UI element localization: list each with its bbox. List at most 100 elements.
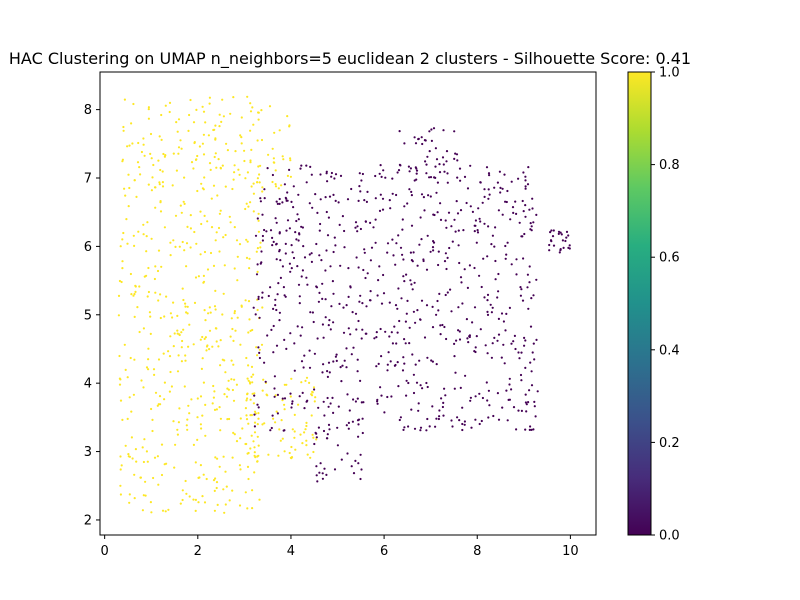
- scatter-point-cluster-0: [487, 389, 490, 392]
- scatter-point-cluster-0: [479, 220, 482, 223]
- scatter-point-cluster-0: [347, 421, 350, 424]
- scatter-point-cluster-0: [528, 208, 531, 211]
- scatter-point-cluster-1: [175, 121, 178, 124]
- scatter-point-cluster-1: [184, 305, 187, 308]
- scatter-point-cluster-1: [218, 406, 221, 409]
- scatter-point-cluster-0: [497, 317, 500, 320]
- scatter-point-cluster-0: [494, 259, 497, 263]
- scatter-point-cluster-1: [224, 503, 227, 506]
- scatter-point-cluster-0: [315, 465, 318, 468]
- scatter-point-cluster-1: [220, 120, 223, 123]
- scatter-point-cluster-0: [356, 397, 359, 400]
- scatter-point-cluster-0: [427, 194, 430, 197]
- scatter-point-cluster-0: [491, 342, 494, 345]
- scatter-point-cluster-0: [359, 190, 362, 193]
- scatter-point-cluster-0: [398, 130, 401, 133]
- scatter-point-cluster-1: [119, 493, 122, 496]
- scatter-point-cluster-0: [450, 419, 453, 422]
- scatter-point-cluster-1: [173, 332, 176, 335]
- scatter-point-cluster-1: [272, 161, 275, 164]
- scatter-point-cluster-0: [461, 422, 464, 426]
- scatter-point-cluster-1: [249, 414, 252, 417]
- scatter-point-cluster-0: [446, 172, 449, 175]
- scatter-point-cluster-0: [269, 429, 272, 432]
- scatter-point-cluster-1: [139, 476, 142, 479]
- scatter-point-cluster-1: [240, 142, 243, 145]
- scatter-point-cluster-0: [381, 197, 385, 200]
- scatter-point-cluster-0: [357, 266, 360, 269]
- scatter-point-cluster-1: [163, 381, 166, 384]
- scatter-point-cluster-0: [515, 273, 518, 276]
- scatter-point-cluster-0: [408, 326, 411, 329]
- scatter-point-cluster-1: [261, 190, 264, 193]
- scatter-point-cluster-0: [451, 240, 454, 243]
- scatter-point-cluster-0: [438, 292, 441, 295]
- scatter-point-cluster-1: [127, 205, 130, 208]
- scatter-point-cluster-0: [284, 252, 287, 255]
- scatter-point-cluster-0: [514, 347, 517, 351]
- scatter-point-cluster-0: [437, 417, 440, 421]
- scatter-point-cluster-1: [235, 440, 239, 443]
- scatter-point-cluster-1: [202, 153, 206, 156]
- scatter-points: [117, 95, 571, 514]
- scatter-point-cluster-1: [149, 152, 152, 155]
- scatter-point-cluster-1: [118, 279, 121, 283]
- scatter-point-cluster-1: [133, 358, 136, 361]
- x-tick-label: 10: [562, 544, 579, 559]
- scatter-point-cluster-1: [147, 290, 150, 294]
- scatter-point-cluster-0: [444, 252, 447, 255]
- scatter-point-cluster-0: [497, 209, 500, 212]
- scatter-point-cluster-0: [431, 305, 434, 308]
- scatter-point-cluster-1: [163, 315, 166, 318]
- scatter-point-cluster-1: [251, 381, 254, 384]
- scatter-point-cluster-1: [184, 302, 187, 305]
- scatter-point-cluster-1: [203, 214, 206, 217]
- scatter-point-cluster-0: [552, 244, 556, 247]
- scatter-point-cluster-1: [134, 284, 137, 287]
- scatter-point-cluster-1: [188, 323, 191, 326]
- scatter-point-cluster-0: [457, 244, 460, 247]
- scatter-point-cluster-0: [254, 313, 257, 316]
- scatter-point-cluster-0: [519, 373, 523, 377]
- scatter-point-cluster-0: [345, 304, 348, 307]
- scatter-point-cluster-0: [414, 321, 417, 324]
- scatter-point-cluster-0: [483, 222, 486, 225]
- scatter-point-cluster-0: [290, 267, 293, 270]
- scatter-point-cluster-0: [524, 179, 527, 182]
- scatter-point-cluster-1: [217, 158, 220, 161]
- y-tick-label: 4: [84, 377, 92, 392]
- scatter-point-cluster-0: [428, 176, 431, 179]
- scatter-point-cluster-0: [490, 356, 493, 359]
- scatter-point-cluster-1: [181, 240, 184, 244]
- scatter-point-cluster-0: [430, 139, 433, 142]
- scatter-point-cluster-0: [438, 171, 442, 174]
- scatter-point-cluster-1: [245, 418, 249, 421]
- scatter-point-cluster-1: [243, 159, 246, 163]
- scatter-point-cluster-0: [412, 310, 415, 313]
- y-tick-label: 5: [84, 308, 92, 323]
- scatter-point-cluster-0: [366, 190, 369, 193]
- scatter-point-cluster-1: [202, 274, 205, 277]
- scatter-point-cluster-0: [283, 338, 286, 341]
- scatter-point-cluster-0: [487, 197, 490, 200]
- scatter-point-cluster-1: [117, 314, 120, 317]
- scatter-point-cluster-0: [533, 400, 536, 403]
- scatter-point-cluster-1: [161, 509, 165, 512]
- scatter-point-cluster-0: [536, 390, 539, 393]
- scatter-point-cluster-1: [260, 109, 263, 112]
- scatter-point-cluster-0: [517, 409, 520, 412]
- scatter-point-cluster-0: [340, 458, 343, 461]
- scatter-point-cluster-0: [557, 232, 560, 235]
- scatter-point-cluster-1: [272, 157, 275, 160]
- scatter-point-cluster-0: [530, 297, 533, 300]
- scatter-point-cluster-0: [295, 238, 298, 241]
- scatter-point-cluster-1: [208, 162, 212, 165]
- scatter-point-cluster-1: [265, 393, 268, 396]
- scatter-point-cluster-1: [249, 110, 253, 113]
- scatter-point-cluster-0: [278, 319, 281, 322]
- scatter-point-cluster-0: [380, 355, 383, 358]
- scatter-point-cluster-0: [263, 228, 266, 232]
- scatter-point-cluster-0: [301, 326, 304, 329]
- scatter-point-cluster-1: [281, 437, 284, 440]
- scatter-point-cluster-0: [260, 250, 263, 253]
